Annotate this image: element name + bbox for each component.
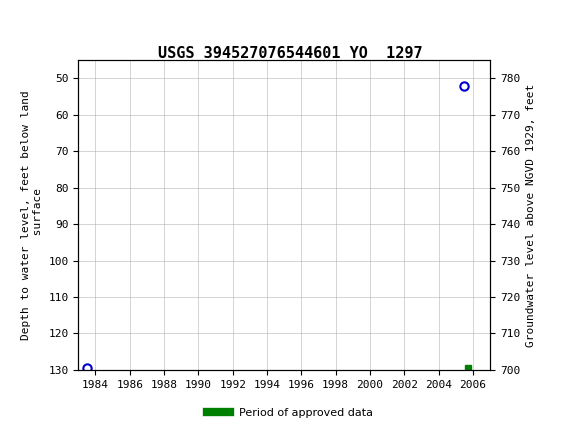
Y-axis label: Groundwater level above NGVD 1929, feet: Groundwater level above NGVD 1929, feet <box>525 83 535 347</box>
Text: USGS 394527076544601 YO  1297: USGS 394527076544601 YO 1297 <box>158 46 422 61</box>
Y-axis label: Depth to water level, feet below land
 surface: Depth to water level, feet below land su… <box>21 90 43 340</box>
Legend: Period of approved data: Period of approved data <box>203 403 377 422</box>
Text: ≡USGS: ≡USGS <box>5 10 59 28</box>
